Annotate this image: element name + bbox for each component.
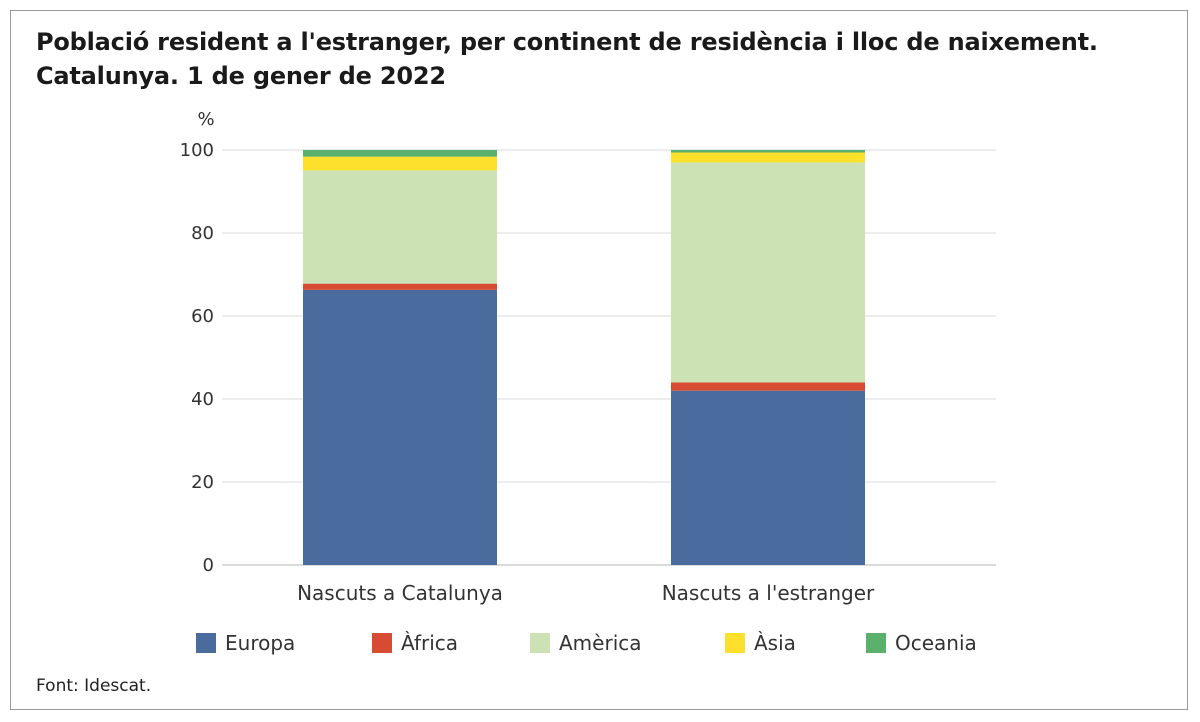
source-note: Font: Idescat. (36, 676, 152, 696)
axes: % 0 20 40 60 80 100 Nascuts a Catalunya Nascuts… (180, 109, 875, 605)
bar-segment-àfrica (671, 382, 865, 391)
legend-swatch (530, 633, 550, 653)
legend-label: Àsia (754, 631, 796, 655)
y-tick-label: 0 (203, 555, 214, 576)
chart-title-line-1: Població resident a l'estranger, per con… (36, 28, 1098, 56)
bar-segment-oceania (671, 150, 865, 153)
legend-item: Àsia (725, 628, 796, 658)
y-tick-label: 60 (191, 306, 214, 327)
bar-segment-oceania (303, 150, 497, 157)
bar-segment-àsia (303, 156, 497, 171)
x-tick-label: Nascuts a l'estranger (662, 581, 875, 605)
y-tick-label: 100 (180, 140, 214, 161)
bar-segment-europa (671, 390, 865, 565)
legend-label: Amèrica (559, 631, 642, 655)
y-tick-label: 20 (191, 472, 214, 493)
legend-item: Oceania (866, 628, 977, 658)
legend-swatch (866, 633, 886, 653)
legend-label: Europa (225, 631, 296, 655)
bar-segment-àsia (671, 152, 865, 163)
legend-item: Àfrica (372, 628, 458, 658)
bar-segment-amèrica (671, 162, 865, 383)
legend-label: Oceania (895, 631, 977, 655)
legend-swatch (725, 633, 745, 653)
x-tick-label: Nascuts a Catalunya (297, 581, 503, 605)
legend-label: Àfrica (401, 631, 459, 655)
bars (303, 150, 865, 565)
y-tick-label: 80 (191, 223, 214, 244)
bar-segment-europa (303, 289, 497, 565)
y-axis-unit-label: % (197, 109, 214, 130)
y-tick-label: 40 (191, 389, 214, 410)
legend-item: Amèrica (530, 628, 642, 658)
chart-frame (10, 10, 1188, 710)
legend-item: Europa (196, 628, 295, 658)
legend: Europa Àfrica Amèrica Àsia Oceania (0, 628, 1200, 658)
legend-swatch (372, 633, 392, 653)
legend-swatch (196, 633, 216, 653)
bar-segment-àfrica (303, 283, 497, 290)
bar-segment-amèrica (303, 170, 497, 284)
chart-title: Població resident a l'estranger, per con… (36, 25, 1176, 93)
chart-title-line-2: Catalunya. 1 de gener de 2022 (36, 62, 446, 90)
